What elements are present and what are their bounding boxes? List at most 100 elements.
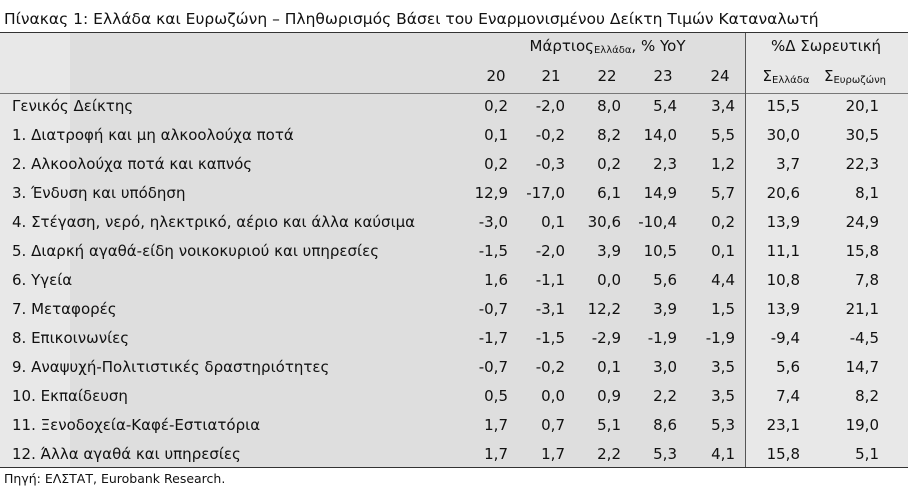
cell: -10,4 <box>638 213 677 231</box>
cell: 14,9 <box>643 184 677 202</box>
cell: 14,7 <box>845 358 879 376</box>
cell: 3,9 <box>597 242 621 260</box>
cell: 22,3 <box>845 155 879 173</box>
cell: 3,9 <box>653 300 677 318</box>
cell: 20,1 <box>845 97 879 115</box>
year-header: 21 <box>541 67 561 85</box>
cell: -9,4 <box>770 329 800 347</box>
cell: 20,6 <box>766 184 800 202</box>
cell: 1,6 <box>484 271 508 289</box>
year-header: 20 <box>486 67 506 85</box>
cell: 2,3 <box>653 155 677 173</box>
cell: 13,9 <box>766 300 800 318</box>
cell: 15,5 <box>766 97 800 115</box>
cell: 8,1 <box>855 184 879 202</box>
cell: -1,9 <box>647 329 677 347</box>
cell: 8,2 <box>597 126 621 144</box>
cell: -3,1 <box>535 300 565 318</box>
group-header-suffix: , % YoY <box>631 37 686 55</box>
cell: 8,0 <box>597 97 621 115</box>
cumulative-sub: Ευρωζώνη <box>833 75 887 86</box>
cell: 2,2 <box>597 445 621 463</box>
group-header: %Δ Σωρευτική <box>770 37 882 55</box>
cell: 0,0 <box>597 271 621 289</box>
cell: 5,1 <box>597 416 621 434</box>
rule <box>0 467 908 468</box>
cell: 8,2 <box>855 387 879 405</box>
cell: -1,5 <box>478 242 508 260</box>
row-label: 8. Επικοινωνίες <box>12 329 130 347</box>
cumulative-header: ΣΕλλάδα <box>746 66 826 91</box>
group-header-text: Μάρτιος <box>529 37 594 55</box>
table-shade <box>70 33 745 468</box>
cell: -0,7 <box>478 300 508 318</box>
cell: -1,5 <box>535 329 565 347</box>
row-label: 1. Διατροφή και μη αλκοολούχα ποτά <box>12 126 294 144</box>
cell: 14,0 <box>643 126 677 144</box>
cell: 0,9 <box>597 387 621 405</box>
cell: 5,7 <box>711 184 735 202</box>
cell: 5,4 <box>653 97 677 115</box>
cell: 1,7 <box>484 445 508 463</box>
cell: -1,7 <box>478 329 508 347</box>
cell: 7,4 <box>776 387 800 405</box>
cell: -2,0 <box>535 97 565 115</box>
year-header: 24 <box>710 67 730 85</box>
cell: 15,8 <box>766 445 800 463</box>
cell: 0,2 <box>711 213 735 231</box>
cell: 3,0 <box>653 358 677 376</box>
cumulative-sub: Ελλάδα <box>772 75 810 86</box>
cell: 30,0 <box>766 126 800 144</box>
cell: -0,2 <box>535 126 565 144</box>
cell: 21,1 <box>845 300 879 318</box>
cell: 15,8 <box>845 242 879 260</box>
cumulative-symbol: Σ <box>762 67 772 85</box>
row-label: 5. Διαρκή αγαθά-είδη νοικοκυριού και υπη… <box>12 242 380 260</box>
cell: 13,9 <box>766 213 800 231</box>
cell: 24,9 <box>845 213 879 231</box>
cell: 10,5 <box>643 242 677 260</box>
cell: 0,2 <box>597 155 621 173</box>
cell: 0,5 <box>484 387 508 405</box>
row-label: 9. Αναψυχή-Πολιτιστικές δραστηριότητες <box>12 358 330 376</box>
year-header: 23 <box>653 67 673 85</box>
cell: 2,2 <box>653 387 677 405</box>
cell: -2,9 <box>591 329 621 347</box>
cell: 0,0 <box>541 387 565 405</box>
cell: 0,2 <box>484 155 508 173</box>
cell: 5,6 <box>653 271 677 289</box>
cumulative-symbol: Σ <box>823 67 834 85</box>
row-label: 2. Αλκοολούχα ποτά και καπνός <box>12 155 253 173</box>
cell: 5,3 <box>653 445 677 463</box>
row-label: 3. Ένδυση και υπόδηση <box>12 184 186 202</box>
cell: -2,0 <box>535 242 565 260</box>
cell: 10,8 <box>766 271 800 289</box>
cell: 3,7 <box>776 155 800 173</box>
cell: 11,1 <box>766 242 800 260</box>
cell: 7,8 <box>855 271 879 289</box>
group-header-sub: Ελλάδα <box>593 45 632 56</box>
cell: 0,1 <box>711 242 735 260</box>
row-label: 4. Στέγαση, νερό, ηλεκτρικό, αέριο και ά… <box>12 213 416 231</box>
row-label: Γενικός Δείκτης <box>12 97 134 115</box>
cell: 5,5 <box>711 126 735 144</box>
cell: -4,5 <box>849 329 879 347</box>
row-label: 12. Άλλα αγαθά και υπηρεσίες <box>12 445 241 463</box>
row-label: 6. Υγεία <box>12 271 73 289</box>
cell: 30,5 <box>845 126 879 144</box>
cell: 12,2 <box>587 300 621 318</box>
rule <box>0 32 908 33</box>
cell: 0,1 <box>484 126 508 144</box>
cell: -0,2 <box>535 358 565 376</box>
cell: 1,7 <box>484 416 508 434</box>
cell: 23,1 <box>766 416 800 434</box>
cell: 5,3 <box>711 416 735 434</box>
cell: -3,0 <box>478 213 508 231</box>
cell: 3,4 <box>711 97 735 115</box>
cell: 3,5 <box>711 358 735 376</box>
cell: 8,6 <box>653 416 677 434</box>
cell: 4,4 <box>711 271 735 289</box>
cell: -0,3 <box>535 155 565 173</box>
cell: -1,9 <box>705 329 735 347</box>
